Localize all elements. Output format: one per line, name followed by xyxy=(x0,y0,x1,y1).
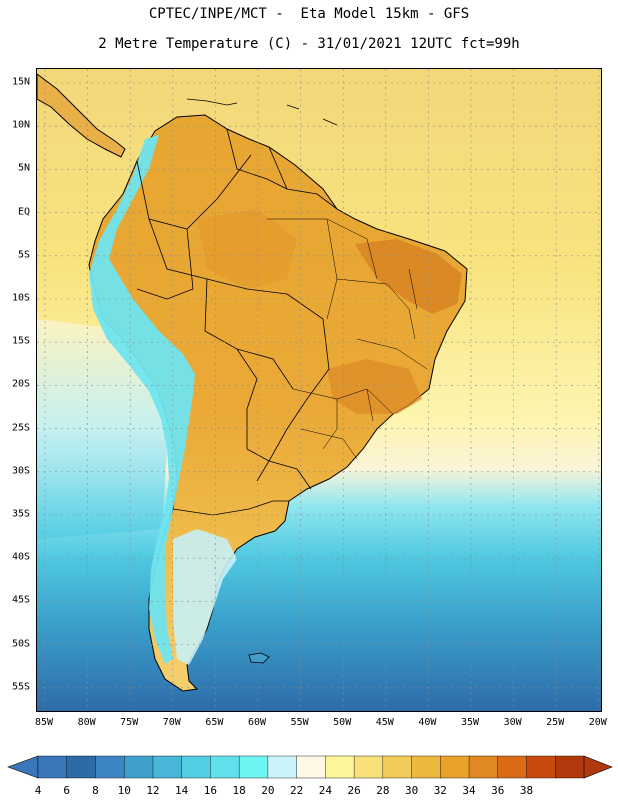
colorbar-segment xyxy=(238,755,269,779)
colorbar-tick-label: 18 xyxy=(232,784,246,797)
hot-zone-southeast xyxy=(327,359,422,414)
lat-label: 40S xyxy=(11,551,30,563)
hot-zone-northeast xyxy=(355,239,462,314)
lat-label: 15S xyxy=(11,335,30,347)
country-borders xyxy=(136,128,338,516)
colorbar-tick-label: 34 xyxy=(462,784,476,797)
colorbar-segment xyxy=(555,755,585,779)
lat-label: 55S xyxy=(11,681,30,693)
lat-label: 20S xyxy=(11,378,30,390)
central-america-land xyxy=(37,73,126,158)
colorbar-tick-label: 30 xyxy=(404,784,419,797)
lon-label: 60W xyxy=(247,717,267,728)
colorbar-under-arrow xyxy=(7,755,39,779)
lat-label: 45S xyxy=(11,594,30,606)
colorbar-tick-label: 36 xyxy=(491,784,505,797)
colorbar-tick-label: 6 xyxy=(63,784,71,797)
lon-label: 70W xyxy=(162,717,181,728)
colorbar-segment xyxy=(37,755,68,779)
colorbar-tick-label: 8 xyxy=(92,784,99,797)
lat-label: 10N xyxy=(11,119,30,131)
lon-label: 45W xyxy=(375,717,394,728)
colorbar-segment xyxy=(382,755,413,779)
lat-label: 5S xyxy=(17,249,30,261)
lat-label: 15N xyxy=(11,76,30,88)
colorbar-tick-label: 26 xyxy=(347,784,361,797)
colorbar-tick-label: 16 xyxy=(203,784,218,797)
pacific-cool-zone xyxy=(37,319,167,539)
colorbar-segment xyxy=(497,755,528,779)
colorbar-segment xyxy=(325,755,355,779)
lon-label: 80W xyxy=(77,717,96,728)
colorbar-segment xyxy=(353,755,384,779)
lon-label: 85W xyxy=(34,717,54,728)
colorbar-segment xyxy=(526,755,556,779)
colorbar-segment xyxy=(267,755,298,779)
andes-cold-band xyxy=(89,135,195,664)
lat-lon-grid xyxy=(37,69,601,711)
lon-label: 55W xyxy=(290,717,309,728)
colorbar-tick-label: 38 xyxy=(519,784,534,797)
colorbar-tick-label: 14 xyxy=(175,784,189,797)
lat-label: 25S xyxy=(11,422,30,434)
lon-label: 50W xyxy=(333,717,352,728)
colorbar-segment xyxy=(296,755,326,779)
temperature-map xyxy=(37,69,601,711)
lon-label: 25W xyxy=(546,717,565,728)
chart-title: CPTEC/INPE/MCT - Eta Model 15km - GFS xyxy=(148,6,470,22)
lon-label: 20W xyxy=(588,717,607,728)
chart-subtitle: 2 Metre Temperature (C) - 31/01/2021 12U… xyxy=(98,36,520,52)
caribbean-islands xyxy=(186,98,338,126)
lon-label: 75W xyxy=(120,717,139,728)
colorbar-tick-label: 12 xyxy=(146,784,160,797)
colorbar-tick-label: 20 xyxy=(261,784,275,797)
colorbar-tick-label: 22 xyxy=(290,784,304,797)
lon-label: 35W xyxy=(460,717,480,728)
map-frame xyxy=(36,68,602,712)
colorbar-tick-label: 10 xyxy=(117,784,131,797)
state-borders xyxy=(267,218,428,460)
lat-label: 50S xyxy=(11,638,30,650)
colorbar-segment xyxy=(468,755,499,779)
colorbar-segment xyxy=(124,755,154,779)
lat-label: 30S xyxy=(11,465,30,477)
colorbar-segment xyxy=(411,755,441,779)
hot-zone-center xyxy=(197,209,297,289)
colorbar-tick-label: 28 xyxy=(376,784,390,797)
lat-label: EQ xyxy=(17,206,30,218)
lon-label: 65W xyxy=(205,717,224,728)
colorbar-tick-label: 32 xyxy=(433,784,447,797)
lat-label: 35S xyxy=(11,508,30,520)
colorbar-segment xyxy=(210,755,240,779)
falkland-islands xyxy=(248,652,270,664)
colorbar-segment xyxy=(95,755,125,779)
lon-label: 30W xyxy=(503,717,522,728)
lat-label: 10S xyxy=(11,292,30,304)
colorbar-over-arrow xyxy=(583,755,613,779)
colorbar-segment xyxy=(66,755,96,779)
patagonia-cool-zone xyxy=(173,529,237,665)
colorbar xyxy=(7,755,613,779)
colorbar-tick-label: 24 xyxy=(318,784,332,797)
colorbar-tick-label: 4 xyxy=(34,784,42,797)
colorbar-segment xyxy=(440,755,470,779)
colorbar-segment xyxy=(152,755,183,779)
colorbar-segment xyxy=(181,755,211,779)
lat-label: 5N xyxy=(17,162,30,174)
lon-label: 40W xyxy=(418,717,437,728)
